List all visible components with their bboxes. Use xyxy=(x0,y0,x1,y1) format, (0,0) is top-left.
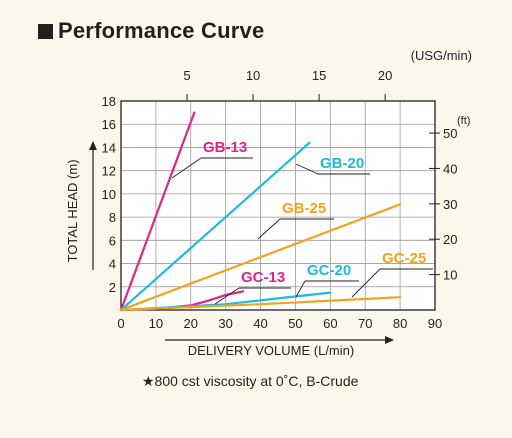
series-label-gc-25: GC-25 xyxy=(382,250,426,267)
top-tick-label: 5 xyxy=(183,68,190,83)
series-line-gb-25 xyxy=(119,203,402,312)
right-tick-label: 20 xyxy=(443,232,457,247)
title-bullet-icon xyxy=(38,23,53,39)
top-tick-label: 10 xyxy=(246,68,260,83)
series-label-leader xyxy=(257,218,281,240)
x-axis-title: DELIVERY VOLUME (L/min) xyxy=(188,343,354,358)
top-tick-label: 15 xyxy=(312,68,326,83)
plot-frame xyxy=(120,100,436,311)
x-tick-label: 50 xyxy=(288,316,302,331)
top-axis-label: (USG/min) xyxy=(411,48,472,63)
series-label-gc-13: GC-13 xyxy=(241,269,285,286)
y-tick-label: 12 xyxy=(102,164,116,179)
y-tick-label: 18 xyxy=(102,94,116,109)
right-axis-label: (ft) xyxy=(457,115,470,127)
x-tick-label: 40 xyxy=(253,316,267,331)
series-label-leader xyxy=(295,163,319,175)
series-label-gb-20: GB-20 xyxy=(320,155,364,172)
plot-background xyxy=(121,101,435,310)
series-label-leader xyxy=(171,157,202,179)
y-tick-label: 8 xyxy=(109,210,116,225)
series-label-gb-13: GB-13 xyxy=(203,139,247,156)
series-line-gb-13 xyxy=(119,111,196,312)
x-tick-label: 30 xyxy=(218,316,232,331)
y-tick-label: 10 xyxy=(102,187,116,202)
series-label-gb-25: GB-25 xyxy=(282,200,326,217)
top-tick-label: 20 xyxy=(378,68,392,83)
y-tick-label: 6 xyxy=(109,233,116,248)
x-tick-label: 0 xyxy=(117,316,124,331)
y-axis-title: TOTAL HEAD (m) xyxy=(65,159,80,262)
footnote: ★800 cst viscosity at 0˚C, B-Crude xyxy=(142,373,359,389)
right-tick-label: 10 xyxy=(443,268,457,283)
title-row: Performance Curve xyxy=(38,16,264,46)
series-line-gc-25 xyxy=(119,296,402,312)
y-tick-label: 4 xyxy=(109,257,116,272)
x-tick-label: 60 xyxy=(323,316,337,331)
series-label-leader xyxy=(351,268,381,298)
x-tick-label: 10 xyxy=(149,316,163,331)
x-tick-label: 90 xyxy=(428,316,442,331)
y-tick-label: 14 xyxy=(102,140,116,155)
x-tick-label: 80 xyxy=(393,316,407,331)
x-axis-arrow-head xyxy=(385,336,394,344)
y-axis-arrow-head xyxy=(89,141,97,150)
y-tick-label: 16 xyxy=(102,117,116,132)
x-tick-label: 20 xyxy=(184,316,198,331)
x-tick-label: 70 xyxy=(358,316,372,331)
series-line-gb-20 xyxy=(119,141,311,312)
page-title: Performance Curve xyxy=(58,18,265,43)
series-label-gc-20: GC-20 xyxy=(307,262,351,279)
right-tick-label: 50 xyxy=(443,126,457,141)
right-tick-label: 30 xyxy=(443,197,457,212)
y-tick-label: 2 xyxy=(109,280,116,295)
series-label-leader xyxy=(214,287,240,305)
right-tick-label: 40 xyxy=(443,161,457,176)
series-label-leader xyxy=(295,280,306,298)
